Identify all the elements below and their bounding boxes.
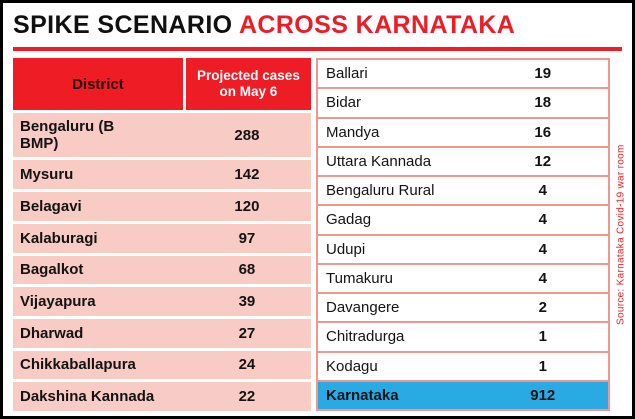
page-title: SPIKE SCENARIO ACROSS KARNATAKA <box>13 11 515 40</box>
table-row: Mysuru 142 <box>13 160 311 190</box>
right-table: Ballari 19 Bidar 18 Mandya 16 Uttara Kan… <box>316 58 610 411</box>
table-row: Dharwad 27 <box>13 318 311 348</box>
title-part-red: ACROSS KARNATAKA <box>232 11 516 39</box>
value-cell: 288 <box>234 126 260 144</box>
district-cell: Bengaluru (B BMP) <box>20 117 115 153</box>
value-cell: 97 <box>238 229 256 247</box>
value-cell: 16 <box>534 123 552 141</box>
value-cell: 4 <box>538 211 547 229</box>
table-row: Dakshina Kannada 22 <box>13 382 311 411</box>
district-cell: Ballari <box>326 65 368 83</box>
value-cell: 18 <box>534 94 552 112</box>
value-cell: 12 <box>534 152 552 170</box>
table-row: Mandya 16 <box>318 116 608 146</box>
district-cell: Kodagu <box>326 357 378 375</box>
value-cell: 1 <box>538 328 547 346</box>
source-credit: Source: Karnataka Covid-19 war room <box>615 144 627 325</box>
district-cell: Mysuru <box>20 166 74 184</box>
value-cell: 68 <box>238 261 256 279</box>
table-row: Kodagu 1 <box>318 350 608 380</box>
value-cell: 4 <box>538 240 547 258</box>
value-cell: 22 <box>238 388 256 406</box>
header-district: District <box>13 58 183 110</box>
district-cell: Udupi <box>326 240 366 258</box>
district-cell: Kalaburagi <box>20 229 98 247</box>
value-cell: 142 <box>234 166 260 184</box>
value-cell: 39 <box>238 293 256 311</box>
district-cell: Dharwad <box>20 324 84 342</box>
value-cell: 2 <box>538 299 547 317</box>
district-cell: Chitradurga <box>326 328 405 346</box>
total-row: Karnataka 912 <box>318 379 608 409</box>
district-cell: Belagavi <box>20 197 82 215</box>
table-row: Chikkaballapura 24 <box>13 350 311 380</box>
district-cell: Bagalkot <box>20 261 84 279</box>
value-cell: 24 <box>238 356 256 374</box>
table-row: Bengaluru (B BMP) 288 <box>13 113 311 158</box>
header-projected-cases: Projected cases on May 6 <box>185 58 311 110</box>
district-cell: Bengaluru Rural <box>326 182 435 200</box>
district-cell: Mandya <box>326 123 380 141</box>
value-cell: 27 <box>238 324 256 342</box>
table-row: Udupi 4 <box>318 233 608 263</box>
value-cell: 912 <box>530 386 556 404</box>
table-row: Tumakuru 4 <box>318 262 608 292</box>
district-cell: Tumakuru <box>326 269 393 287</box>
table-row: Gadag 4 <box>318 204 608 234</box>
value-cell: 4 <box>538 182 547 200</box>
table-row: Vijayapura 39 <box>13 287 311 316</box>
value-cell: 19 <box>534 65 552 83</box>
table-row: Chitradurga 1 <box>318 321 608 351</box>
table-row: Bagalkot 68 <box>13 255 311 285</box>
table-row: Davangere 2 <box>318 292 608 322</box>
table-row: Belagavi 120 <box>13 192 311 221</box>
table-row: Bengaluru Rural 4 <box>318 175 608 205</box>
district-cell: Uttara Kannada <box>326 152 432 170</box>
table-row: Kalaburagi 97 <box>13 223 311 253</box>
title-part-black: SPIKE SCENARIO <box>13 11 233 39</box>
table-row: Ballari 19 <box>318 58 608 88</box>
left-table-header: District Projected cases on May 6 <box>13 58 311 110</box>
district-cell: Vijayapura <box>20 292 96 310</box>
value-cell: 4 <box>538 269 547 287</box>
table-row: Uttara Kannada 12 <box>318 145 608 175</box>
district-cell: Karnataka <box>326 386 399 404</box>
district-cell: Dakshina Kannada <box>20 388 155 405</box>
value-cell: 120 <box>234 198 260 215</box>
district-cell: Chikkaballapura <box>20 356 136 374</box>
district-cell: Davangere <box>326 299 400 317</box>
value-cell: 1 <box>538 357 547 375</box>
left-table: District Projected cases on May 6 Bengal… <box>13 58 311 411</box>
district-cell: Bidar <box>326 94 362 112</box>
tables-area: District Projected cases on May 6 Bengal… <box>13 58 610 411</box>
table-row: Bidar 18 <box>318 87 608 117</box>
title-underline <box>13 47 622 51</box>
district-cell: Gadag <box>326 211 372 229</box>
